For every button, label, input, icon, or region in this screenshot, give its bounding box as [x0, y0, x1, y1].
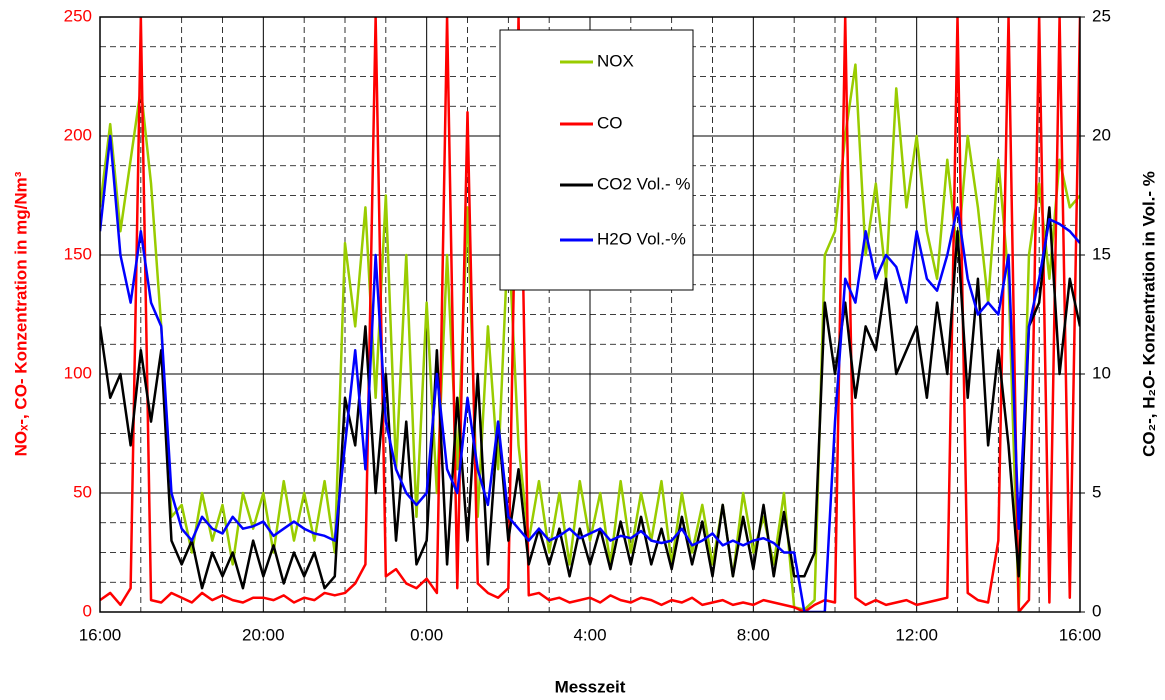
legend-label: CO: [597, 113, 623, 132]
y2-tick-label: 0: [1092, 601, 1101, 620]
legend-label: NOX: [597, 51, 634, 70]
y-tick-label: 150: [64, 244, 92, 263]
plot-frame: [99, 16, 1081, 613]
x-tick-label: 8:00: [737, 625, 770, 644]
labels: 16:00 20:00 0:00 4:00 8:00 12:00 16:0005010015…: [64, 6, 1111, 644]
series-line: [100, 63, 1080, 611]
legend: NOX CO CO2 Vol.- % H2O Vol.-%: [499, 29, 694, 291]
y-tick-label: 100: [64, 363, 92, 382]
y2-tick-label: 25: [1092, 6, 1111, 25]
x-tick-label: 16:00: [79, 625, 122, 644]
y2-axis-title: CO₂-, H₂O- Konzentration in Vol.- %: [1139, 171, 1158, 457]
plot-area: [100, 17, 1080, 612]
y-tick-label: 250: [64, 6, 92, 25]
series-line: [100, 17, 1080, 612]
y2-tick-label: 5: [1092, 482, 1101, 501]
y-tick-label: 50: [73, 482, 92, 501]
y-tick-label: 0: [83, 601, 92, 620]
y2-tick-label: 10: [1092, 363, 1111, 382]
series-line: [100, 134, 1080, 612]
x-axis-title: Messzeit: [555, 677, 626, 696]
x-tick-label: 16:00: [1059, 625, 1102, 644]
legend-box: [499, 29, 694, 291]
x-tick-label: 0:00: [410, 625, 443, 644]
y2-tick-label: 15: [1092, 244, 1111, 263]
legend-label: H2O Vol.-%: [597, 229, 686, 248]
y-tick-label: 200: [64, 125, 92, 144]
x-tick-label: 4:00: [573, 625, 606, 644]
y2-tick-label: 20: [1092, 125, 1111, 144]
x-tick-label: 12:00: [895, 625, 938, 644]
x-tick-label: 20:00: [242, 625, 285, 644]
y-axis-title: NOₓ-, CO- Konzentration in mg/Nm³: [11, 171, 30, 456]
series-line: [100, 206, 1080, 590]
legend-label: CO2 Vol.- %: [597, 174, 691, 193]
